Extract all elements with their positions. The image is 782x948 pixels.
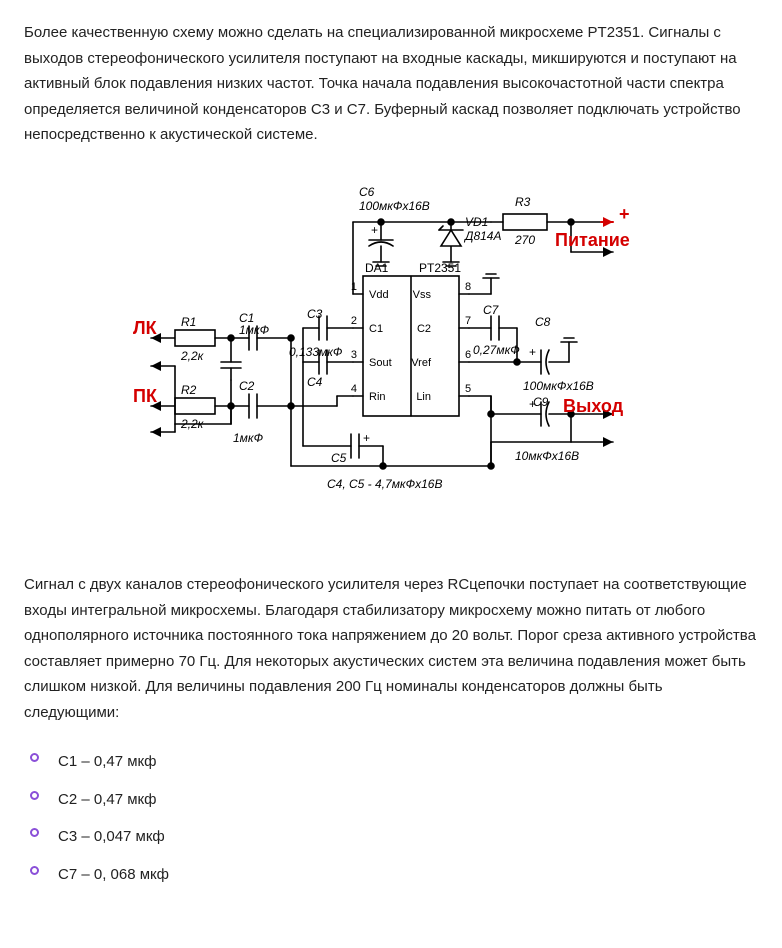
- schematic-figure: +: [24, 166, 758, 545]
- svg-text:ЛК: ЛК: [133, 318, 158, 338]
- svg-text:Выход: Выход: [563, 396, 624, 416]
- svg-text:100мкФx16В: 100мкФx16В: [359, 199, 430, 213]
- svg-text:R1: R1: [181, 315, 196, 329]
- svg-text:C7: C7: [483, 303, 500, 317]
- svg-text:R2: R2: [181, 383, 197, 397]
- svg-text:+: +: [371, 223, 378, 237]
- svg-text:R3: R3: [515, 195, 531, 209]
- svg-text:Д814А: Д814А: [463, 229, 501, 243]
- svg-text:8: 8: [465, 281, 471, 293]
- svg-text:100мкФx16В: 100мкФx16В: [523, 379, 594, 393]
- svg-text:Vdd: Vdd: [369, 289, 389, 301]
- svg-text:C2: C2: [417, 323, 431, 335]
- svg-text:2,2к: 2,2к: [180, 417, 205, 431]
- svg-text:2,2к: 2,2к: [180, 349, 205, 363]
- svg-text:ПК: ПК: [133, 386, 158, 406]
- svg-text:1мкФ: 1мкФ: [233, 431, 264, 445]
- svg-text:PT2351: PT2351: [419, 261, 461, 275]
- svg-text:C5: C5: [331, 451, 347, 465]
- svg-text:+: +: [363, 431, 370, 445]
- svg-text:C1: C1: [369, 323, 383, 335]
- svg-text:7: 7: [465, 315, 471, 327]
- svg-text:C8: C8: [535, 315, 551, 329]
- capacitor-list: C1 – 0,47 мкф C2 – 0,47 мкф C3 – 0,047 м…: [24, 743, 758, 893]
- svg-text:1мкФ: 1мкФ: [239, 323, 270, 337]
- svg-text:+: +: [619, 204, 630, 224]
- svg-text:0,27мкФ: 0,27мкФ: [473, 343, 520, 357]
- svg-text:2: 2: [351, 315, 357, 327]
- list-item: C3 – 0,047 мкф: [24, 818, 758, 856]
- svg-text:C3: C3: [307, 307, 323, 321]
- svg-text:DA1: DA1: [365, 261, 389, 275]
- svg-text:4: 4: [351, 383, 357, 395]
- svg-text:C2: C2: [239, 379, 255, 393]
- svg-text:0,133мкФ: 0,133мкФ: [289, 345, 343, 359]
- svg-text:+: +: [529, 345, 536, 359]
- svg-text:Vss: Vss: [413, 289, 432, 301]
- svg-text:270: 270: [514, 233, 535, 247]
- svg-text:C4: C4: [307, 375, 323, 389]
- body-paragraph: Сигнал с двух каналов стереофонического …: [24, 572, 758, 725]
- svg-text:Sout: Sout: [369, 357, 392, 369]
- svg-text:3: 3: [351, 349, 357, 361]
- svg-text:Vref: Vref: [411, 357, 432, 369]
- svg-text:Питание: Питание: [555, 230, 630, 250]
- svg-text:10мкФx16В: 10мкФx16В: [515, 449, 579, 463]
- svg-text:VD1: VD1: [465, 215, 488, 229]
- intro-paragraph: Более качественную схему можно сделать н…: [24, 20, 758, 148]
- svg-text:C9: C9: [533, 395, 549, 409]
- svg-text:5: 5: [465, 383, 471, 395]
- svg-text:C6: C6: [359, 185, 375, 199]
- schematic-svg: +: [131, 166, 651, 536]
- list-item: C7 – 0, 068 мкф: [24, 856, 758, 894]
- svg-text:C4, C5 - 4,7мкФx16В: C4, C5 - 4,7мкФx16В: [327, 477, 442, 491]
- svg-text:Lin: Lin: [416, 391, 431, 403]
- svg-text:Rin: Rin: [369, 391, 386, 403]
- svg-text:6: 6: [465, 349, 471, 361]
- list-item: C2 – 0,47 мкф: [24, 781, 758, 819]
- svg-text:1: 1: [351, 281, 357, 293]
- list-item: C1 – 0,47 мкф: [24, 743, 758, 781]
